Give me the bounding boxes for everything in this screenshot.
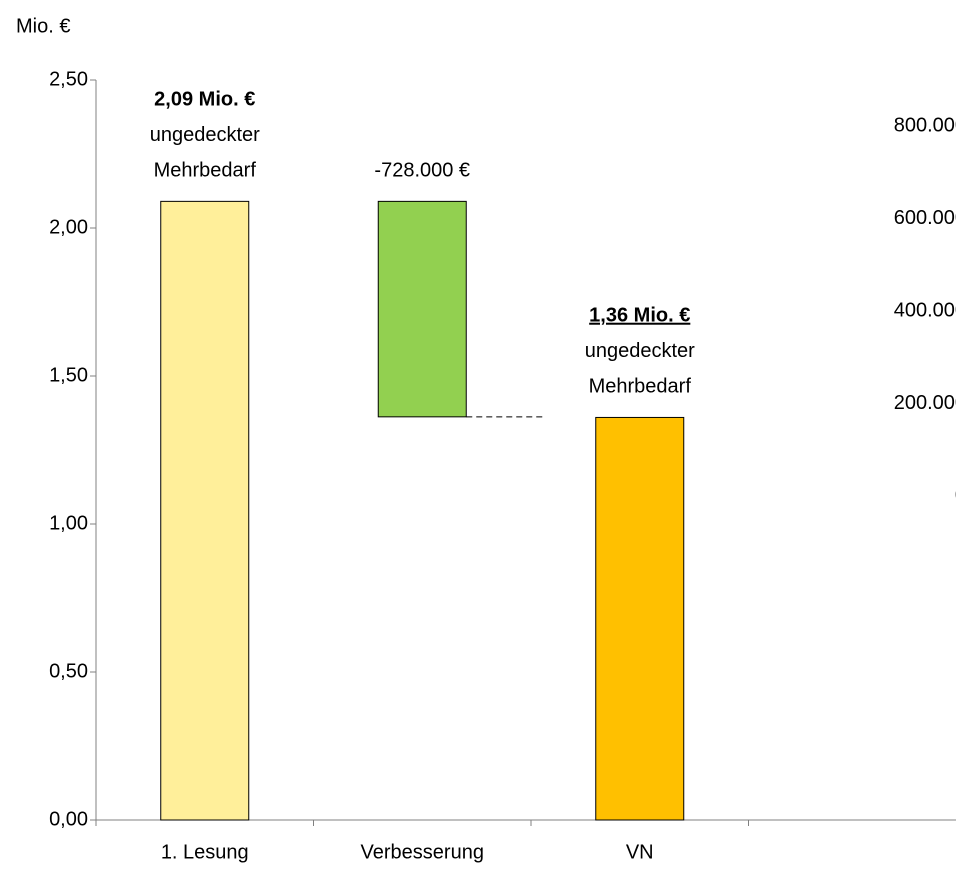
x-tick-label: VN — [626, 841, 654, 863]
annotation: ungedeckter — [150, 124, 260, 146]
y-tick-label: 2,00 — [49, 216, 88, 238]
value-label: 2,09 Mio. € — [154, 89, 255, 111]
x-tick-label: Verbesserung — [361, 841, 484, 863]
y2-tick-label: 800.000 — [894, 115, 956, 137]
annotation: ungedeckter — [585, 340, 695, 362]
annotation: Mehrbedarf — [154, 160, 257, 182]
y-tick-label: 0,00 — [49, 808, 88, 830]
x-tick-label: 1. Lesung — [161, 841, 249, 863]
y-tick-label: 0,50 — [49, 660, 88, 682]
bar — [160, 200, 250, 821]
annotation: Mehrbedarf — [589, 376, 692, 398]
value-label: 1,36 Mio. € — [589, 305, 690, 327]
y2-tick-label: 600.000 — [894, 207, 956, 229]
y-tick-label: 2,50 — [49, 68, 88, 90]
value-label: -728.000 € — [374, 160, 470, 182]
y-tick-label: 1,00 — [49, 512, 88, 534]
y-tick-label: 1,50 — [49, 364, 88, 386]
y2-tick-label: 0 — [955, 485, 956, 507]
y2-tick-label: 400.000 — [894, 300, 956, 322]
y2-tick-label: 200.000 — [894, 392, 956, 414]
bar — [595, 416, 685, 821]
bar — [377, 200, 467, 418]
y-axis-label: Mio. € — [16, 15, 70, 37]
